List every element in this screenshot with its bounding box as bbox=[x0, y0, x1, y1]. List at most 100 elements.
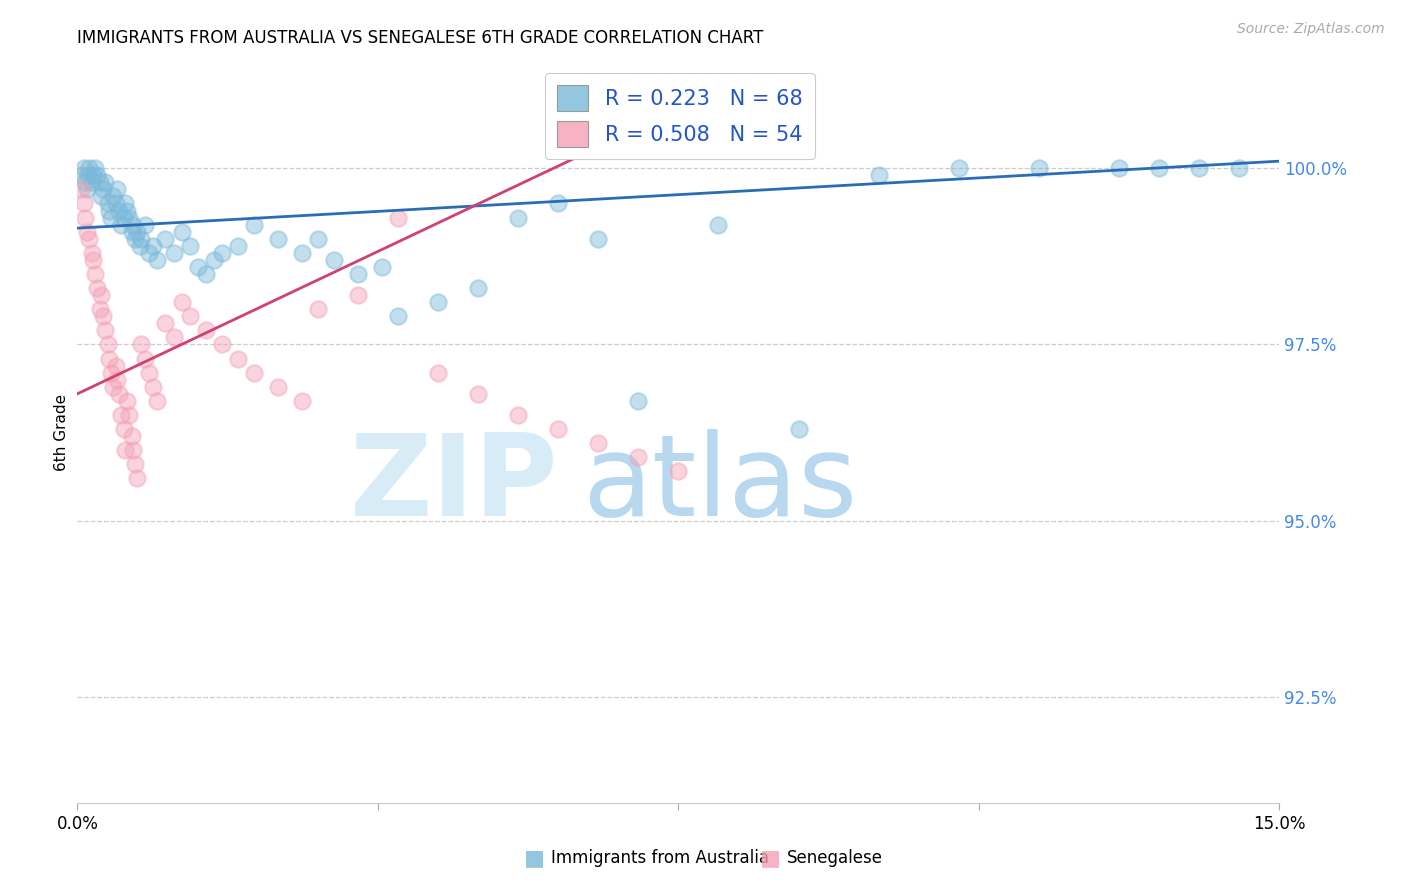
Point bbox=[118, 211, 141, 225]
Point bbox=[91, 182, 114, 196]
Point bbox=[242, 218, 264, 232]
Point bbox=[100, 366, 122, 380]
Point bbox=[387, 211, 409, 225]
Point bbox=[179, 310, 201, 324]
Point bbox=[146, 252, 169, 267]
Point bbox=[84, 161, 107, 176]
Point bbox=[97, 337, 120, 351]
Point bbox=[146, 393, 169, 408]
Point bbox=[122, 443, 145, 458]
Point bbox=[128, 239, 150, 253]
Point bbox=[90, 288, 112, 302]
Point bbox=[114, 196, 136, 211]
Point bbox=[307, 232, 329, 246]
Text: ■: ■ bbox=[524, 848, 544, 868]
Point bbox=[76, 168, 98, 182]
Point bbox=[162, 330, 184, 344]
Point bbox=[868, 168, 890, 182]
Point bbox=[110, 408, 132, 422]
Point bbox=[108, 387, 131, 401]
Point bbox=[98, 351, 121, 366]
Point bbox=[100, 211, 122, 225]
Point bbox=[427, 295, 450, 310]
Point bbox=[79, 232, 101, 246]
Point bbox=[112, 422, 135, 436]
Point bbox=[267, 380, 290, 394]
Point bbox=[89, 175, 111, 189]
Point bbox=[202, 252, 225, 267]
Point bbox=[387, 310, 409, 324]
Point bbox=[110, 218, 132, 232]
Point bbox=[194, 267, 217, 281]
Point bbox=[127, 471, 149, 485]
Legend: R = 0.223   N = 68, R = 0.508   N = 54: R = 0.223 N = 68, R = 0.508 N = 54 bbox=[544, 73, 815, 159]
Point bbox=[131, 232, 153, 246]
Point bbox=[76, 182, 98, 196]
Point bbox=[155, 316, 177, 330]
Point bbox=[80, 245, 103, 260]
Point bbox=[115, 393, 138, 408]
Text: Immigrants from Australia: Immigrants from Australia bbox=[551, 849, 769, 867]
Point bbox=[104, 196, 127, 211]
Point bbox=[70, 182, 93, 196]
Point bbox=[179, 239, 201, 253]
Point bbox=[186, 260, 209, 274]
Point bbox=[291, 393, 314, 408]
Point bbox=[134, 351, 156, 366]
Point bbox=[112, 211, 135, 225]
Text: ■: ■ bbox=[761, 848, 780, 868]
Point bbox=[98, 203, 121, 218]
Point bbox=[427, 366, 450, 380]
Point bbox=[627, 450, 650, 465]
Point bbox=[103, 189, 125, 203]
Point bbox=[547, 422, 569, 436]
Point bbox=[114, 443, 136, 458]
Point bbox=[668, 464, 690, 478]
Point bbox=[508, 211, 530, 225]
Point bbox=[467, 387, 489, 401]
Point bbox=[371, 260, 394, 274]
Point bbox=[73, 161, 96, 176]
Point bbox=[307, 302, 329, 317]
Point bbox=[142, 380, 165, 394]
Text: Source: ZipAtlas.com: Source: ZipAtlas.com bbox=[1237, 22, 1385, 37]
Point bbox=[91, 310, 114, 324]
Point bbox=[79, 161, 101, 176]
Point bbox=[121, 225, 143, 239]
Point bbox=[242, 366, 264, 380]
Point bbox=[142, 239, 165, 253]
Point bbox=[1188, 161, 1211, 176]
Point bbox=[89, 302, 111, 317]
Point bbox=[1028, 161, 1050, 176]
Point bbox=[121, 429, 143, 443]
Point bbox=[131, 337, 153, 351]
Point bbox=[127, 225, 149, 239]
Point bbox=[170, 225, 193, 239]
Point bbox=[627, 393, 650, 408]
Point bbox=[124, 458, 146, 472]
Point bbox=[194, 323, 217, 337]
Point bbox=[322, 252, 344, 267]
Point bbox=[75, 175, 97, 189]
Point bbox=[134, 218, 156, 232]
Text: Senegalese: Senegalese bbox=[787, 849, 883, 867]
Point bbox=[70, 168, 93, 182]
Point bbox=[291, 245, 314, 260]
Point bbox=[108, 203, 131, 218]
Point bbox=[267, 232, 290, 246]
Point bbox=[787, 422, 810, 436]
Point bbox=[226, 239, 249, 253]
Text: IMMIGRANTS FROM AUSTRALIA VS SENEGALESE 6TH GRADE CORRELATION CHART: IMMIGRANTS FROM AUSTRALIA VS SENEGALESE … bbox=[77, 29, 763, 47]
Point bbox=[588, 436, 610, 450]
Point bbox=[84, 267, 107, 281]
Text: atlas: atlas bbox=[582, 429, 858, 540]
Point bbox=[86, 281, 108, 295]
Point bbox=[155, 232, 177, 246]
Point bbox=[226, 351, 249, 366]
Point bbox=[1108, 161, 1130, 176]
Point bbox=[82, 168, 104, 182]
Point bbox=[508, 408, 530, 422]
Point bbox=[346, 288, 368, 302]
Point bbox=[94, 323, 117, 337]
Point bbox=[162, 245, 184, 260]
